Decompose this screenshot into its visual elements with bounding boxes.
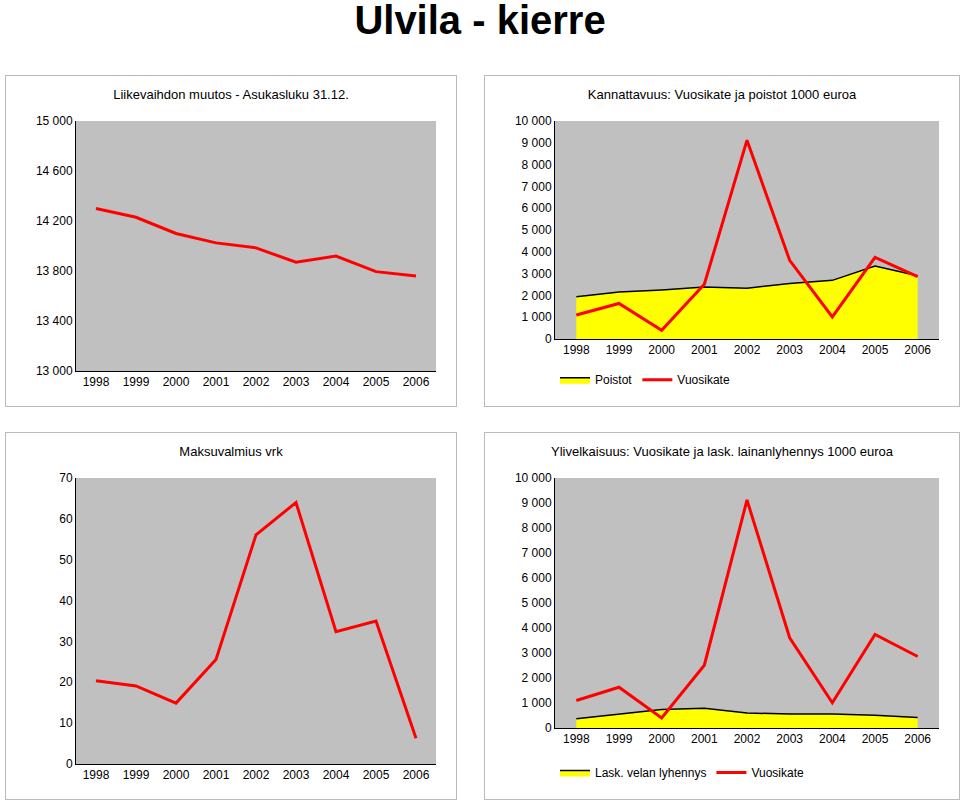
svg-text:1998: 1998 [563,343,590,357]
svg-text:2003: 2003 [283,768,310,782]
svg-text:2006: 2006 [403,768,430,782]
svg-text:1 000: 1 000 [522,310,552,324]
svg-text:1998: 1998 [563,732,590,746]
svg-text:15 000: 15 000 [36,114,73,128]
svg-text:2001: 2001 [203,768,230,782]
svg-text:3 000: 3 000 [522,267,552,281]
svg-text:14 600: 14 600 [36,164,73,178]
svg-text:Liikevaihdon muutos - Asukaslu: Liikevaihdon muutos - Asukasluku 31.12. [113,87,349,102]
svg-text:2005: 2005 [363,375,390,389]
svg-text:2005: 2005 [862,343,889,357]
svg-text:1999: 1999 [123,768,150,782]
svg-text:2004: 2004 [323,375,350,389]
svg-text:2005: 2005 [363,768,390,782]
svg-text:50: 50 [59,553,73,567]
svg-text:8 000: 8 000 [522,521,552,535]
svg-text:13 400: 13 400 [36,314,73,328]
svg-text:3 000: 3 000 [522,646,552,660]
svg-text:13 800: 13 800 [36,264,73,278]
svg-text:Lask. velan lyhennys: Lask. velan lyhennys [595,766,706,780]
svg-text:2000: 2000 [648,732,675,746]
svg-text:4 000: 4 000 [522,621,552,635]
svg-text:2004: 2004 [819,732,846,746]
svg-text:0: 0 [545,332,552,346]
svg-text:Kannattavuus: Vuosikate ja poi: Kannattavuus: Vuosikate ja poistot 1000 … [588,87,857,102]
svg-text:1998: 1998 [83,375,110,389]
svg-text:2002: 2002 [243,768,270,782]
svg-text:1999: 1999 [606,732,633,746]
svg-text:10: 10 [59,716,73,730]
svg-text:1998: 1998 [83,768,110,782]
svg-text:2006: 2006 [904,732,931,746]
svg-text:2002: 2002 [734,732,761,746]
svg-text:2001: 2001 [691,343,718,357]
svg-text:13 000: 13 000 [36,364,73,378]
svg-text:Vuosikate: Vuosikate [677,373,730,387]
svg-text:2005: 2005 [862,732,889,746]
svg-text:2002: 2002 [243,375,270,389]
svg-text:7 000: 7 000 [522,546,552,560]
svg-text:5 000: 5 000 [522,223,552,237]
svg-text:2000: 2000 [648,343,675,357]
svg-text:20: 20 [59,675,73,689]
svg-text:0: 0 [545,721,552,735]
svg-text:Vuosikate: Vuosikate [751,766,804,780]
svg-text:2002: 2002 [734,343,761,357]
svg-text:1999: 1999 [123,375,150,389]
svg-text:2000: 2000 [163,768,190,782]
svg-text:8 000: 8 000 [522,158,552,172]
svg-text:6 000: 6 000 [522,571,552,585]
svg-text:14 200: 14 200 [36,214,73,228]
svg-text:2003: 2003 [776,732,803,746]
svg-text:0: 0 [66,757,73,771]
svg-text:7 000: 7 000 [522,180,552,194]
svg-text:40: 40 [59,594,73,608]
svg-text:10 000: 10 000 [515,471,552,485]
svg-text:5 000: 5 000 [522,596,552,610]
svg-text:9 000: 9 000 [522,496,552,510]
svg-text:2 000: 2 000 [522,289,552,303]
svg-text:60: 60 [59,512,73,526]
svg-text:1999: 1999 [606,343,633,357]
svg-text:9 000: 9 000 [522,136,552,150]
svg-text:2 000: 2 000 [522,671,552,685]
svg-text:2004: 2004 [819,343,846,357]
svg-text:2004: 2004 [323,768,350,782]
svg-text:10 000: 10 000 [515,114,552,128]
svg-text:2001: 2001 [691,732,718,746]
svg-text:4 000: 4 000 [522,245,552,259]
svg-text:30: 30 [59,635,73,649]
svg-text:2006: 2006 [904,343,931,357]
svg-text:1 000: 1 000 [522,696,552,710]
svg-text:2003: 2003 [283,375,310,389]
svg-text:2006: 2006 [403,375,430,389]
svg-text:Ylivelkaisuus: Vuosikate ja la: Ylivelkaisuus: Vuosikate ja lask. lainan… [551,444,894,459]
svg-text:70: 70 [59,471,73,485]
svg-text:2001: 2001 [203,375,230,389]
svg-text:Poistot: Poistot [595,373,632,387]
svg-text:2000: 2000 [163,375,190,389]
svg-text:2003: 2003 [776,343,803,357]
svg-text:Maksuvalmius vrk: Maksuvalmius vrk [179,444,283,459]
svg-text:6 000: 6 000 [522,201,552,215]
